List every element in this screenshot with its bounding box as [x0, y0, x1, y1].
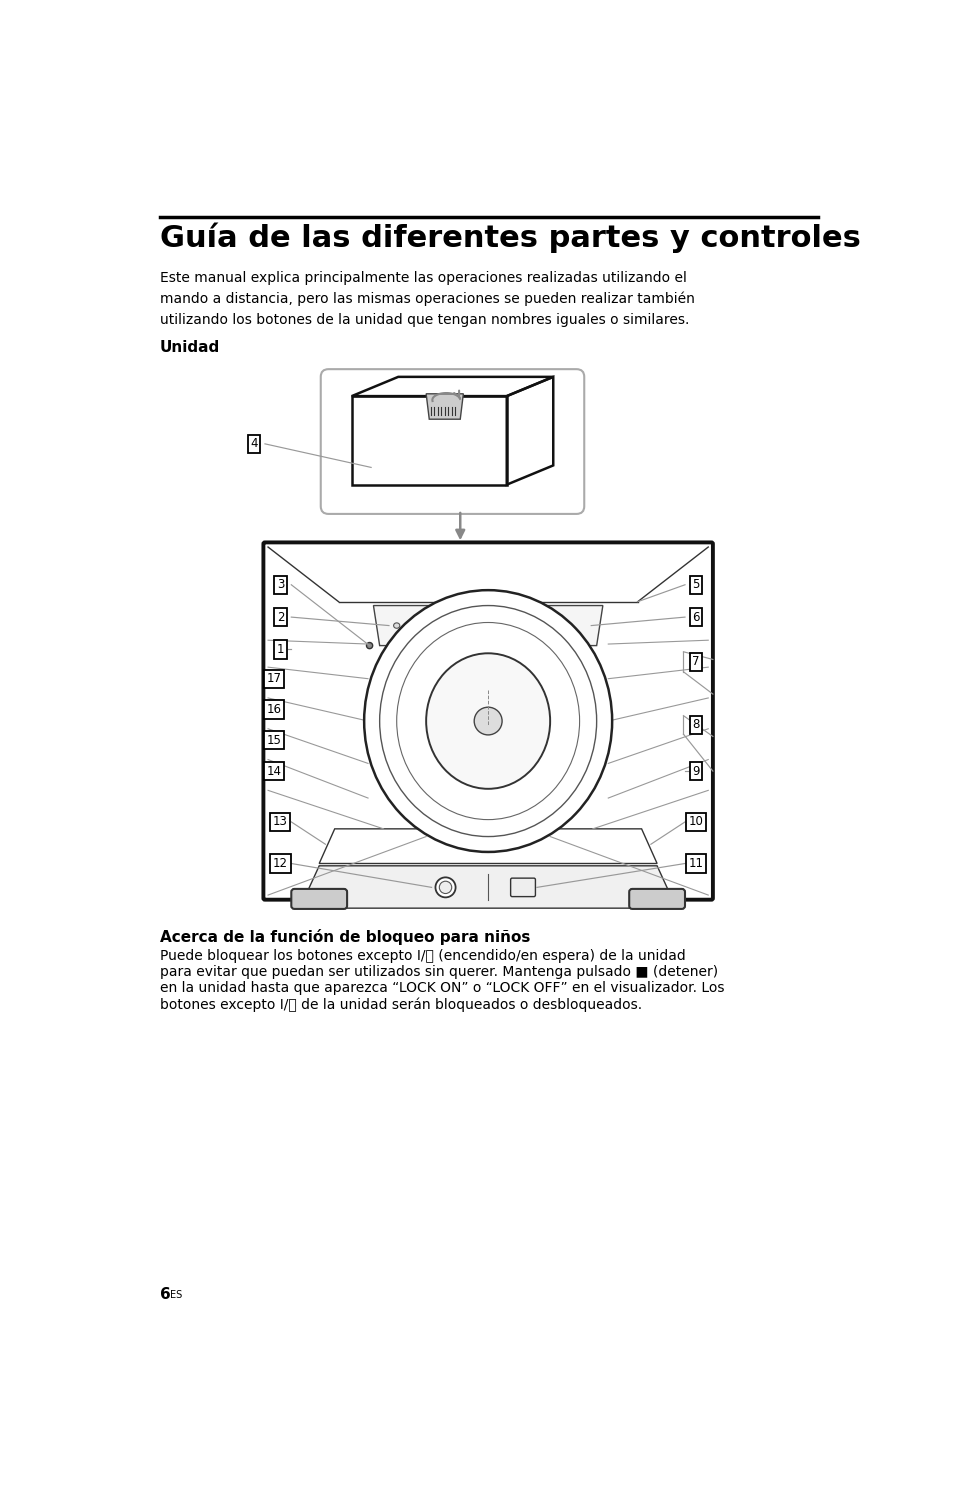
Text: 14: 14	[267, 765, 281, 778]
Ellipse shape	[379, 606, 596, 836]
Text: 5: 5	[692, 578, 699, 591]
Text: 12: 12	[273, 857, 288, 870]
Polygon shape	[373, 606, 602, 646]
Text: Puede bloquear los botones excepto I/⏻ (encendido/en espera) de la unidad: Puede bloquear los botones excepto I/⏻ (…	[159, 949, 684, 962]
Text: ES: ES	[170, 1290, 182, 1299]
Text: 7: 7	[691, 655, 699, 668]
Text: 13: 13	[273, 815, 288, 829]
Ellipse shape	[435, 878, 456, 897]
Text: 6: 6	[159, 1287, 171, 1302]
Text: 17: 17	[267, 673, 281, 685]
Ellipse shape	[426, 653, 550, 789]
Text: 10: 10	[688, 815, 702, 829]
Polygon shape	[299, 866, 676, 909]
Text: Acerca de la función de bloqueo para niños: Acerca de la función de bloqueo para niñ…	[159, 930, 529, 944]
Text: 3: 3	[276, 578, 284, 591]
Ellipse shape	[439, 881, 452, 894]
Ellipse shape	[512, 622, 517, 628]
Text: botones excepto I/⏻ de la unidad serán bloqueados o desbloqueados.: botones excepto I/⏻ de la unidad serán b…	[159, 998, 641, 1011]
Ellipse shape	[396, 622, 579, 820]
Ellipse shape	[474, 707, 501, 735]
Text: en la unidad hasta que aparezca “LOCK ON” o “LOCK OFF” en el visualizador. Los: en la unidad hasta que aparezca “LOCK ON…	[159, 982, 723, 995]
Text: 1: 1	[276, 643, 284, 656]
FancyBboxPatch shape	[263, 542, 712, 900]
Text: Unidad: Unidad	[159, 340, 219, 355]
Text: 9: 9	[691, 765, 699, 778]
Text: 8: 8	[692, 719, 699, 732]
Ellipse shape	[493, 622, 498, 628]
Text: 6: 6	[691, 610, 699, 624]
Text: 16: 16	[267, 702, 281, 716]
Ellipse shape	[366, 643, 373, 649]
FancyBboxPatch shape	[629, 890, 684, 909]
FancyBboxPatch shape	[320, 370, 583, 514]
Ellipse shape	[410, 622, 416, 628]
Ellipse shape	[394, 622, 399, 628]
FancyBboxPatch shape	[291, 890, 347, 909]
Text: 4: 4	[250, 438, 257, 450]
Polygon shape	[426, 394, 463, 419]
Text: 11: 11	[688, 857, 702, 870]
Ellipse shape	[427, 622, 434, 628]
Text: para evitar que puedan ser utilizados sin querer. Mantenga pulsado ■ (detener): para evitar que puedan ser utilizados si…	[159, 965, 717, 979]
Ellipse shape	[364, 590, 612, 852]
FancyBboxPatch shape	[510, 878, 535, 897]
Text: Este manual explica principalmente las operaciones realizadas utilizando el
mand: Este manual explica principalmente las o…	[159, 270, 694, 327]
Text: Guía de las diferentes partes y controles: Guía de las diferentes partes y controle…	[159, 223, 860, 254]
Text: 2: 2	[276, 610, 284, 624]
Text: 15: 15	[267, 734, 281, 747]
